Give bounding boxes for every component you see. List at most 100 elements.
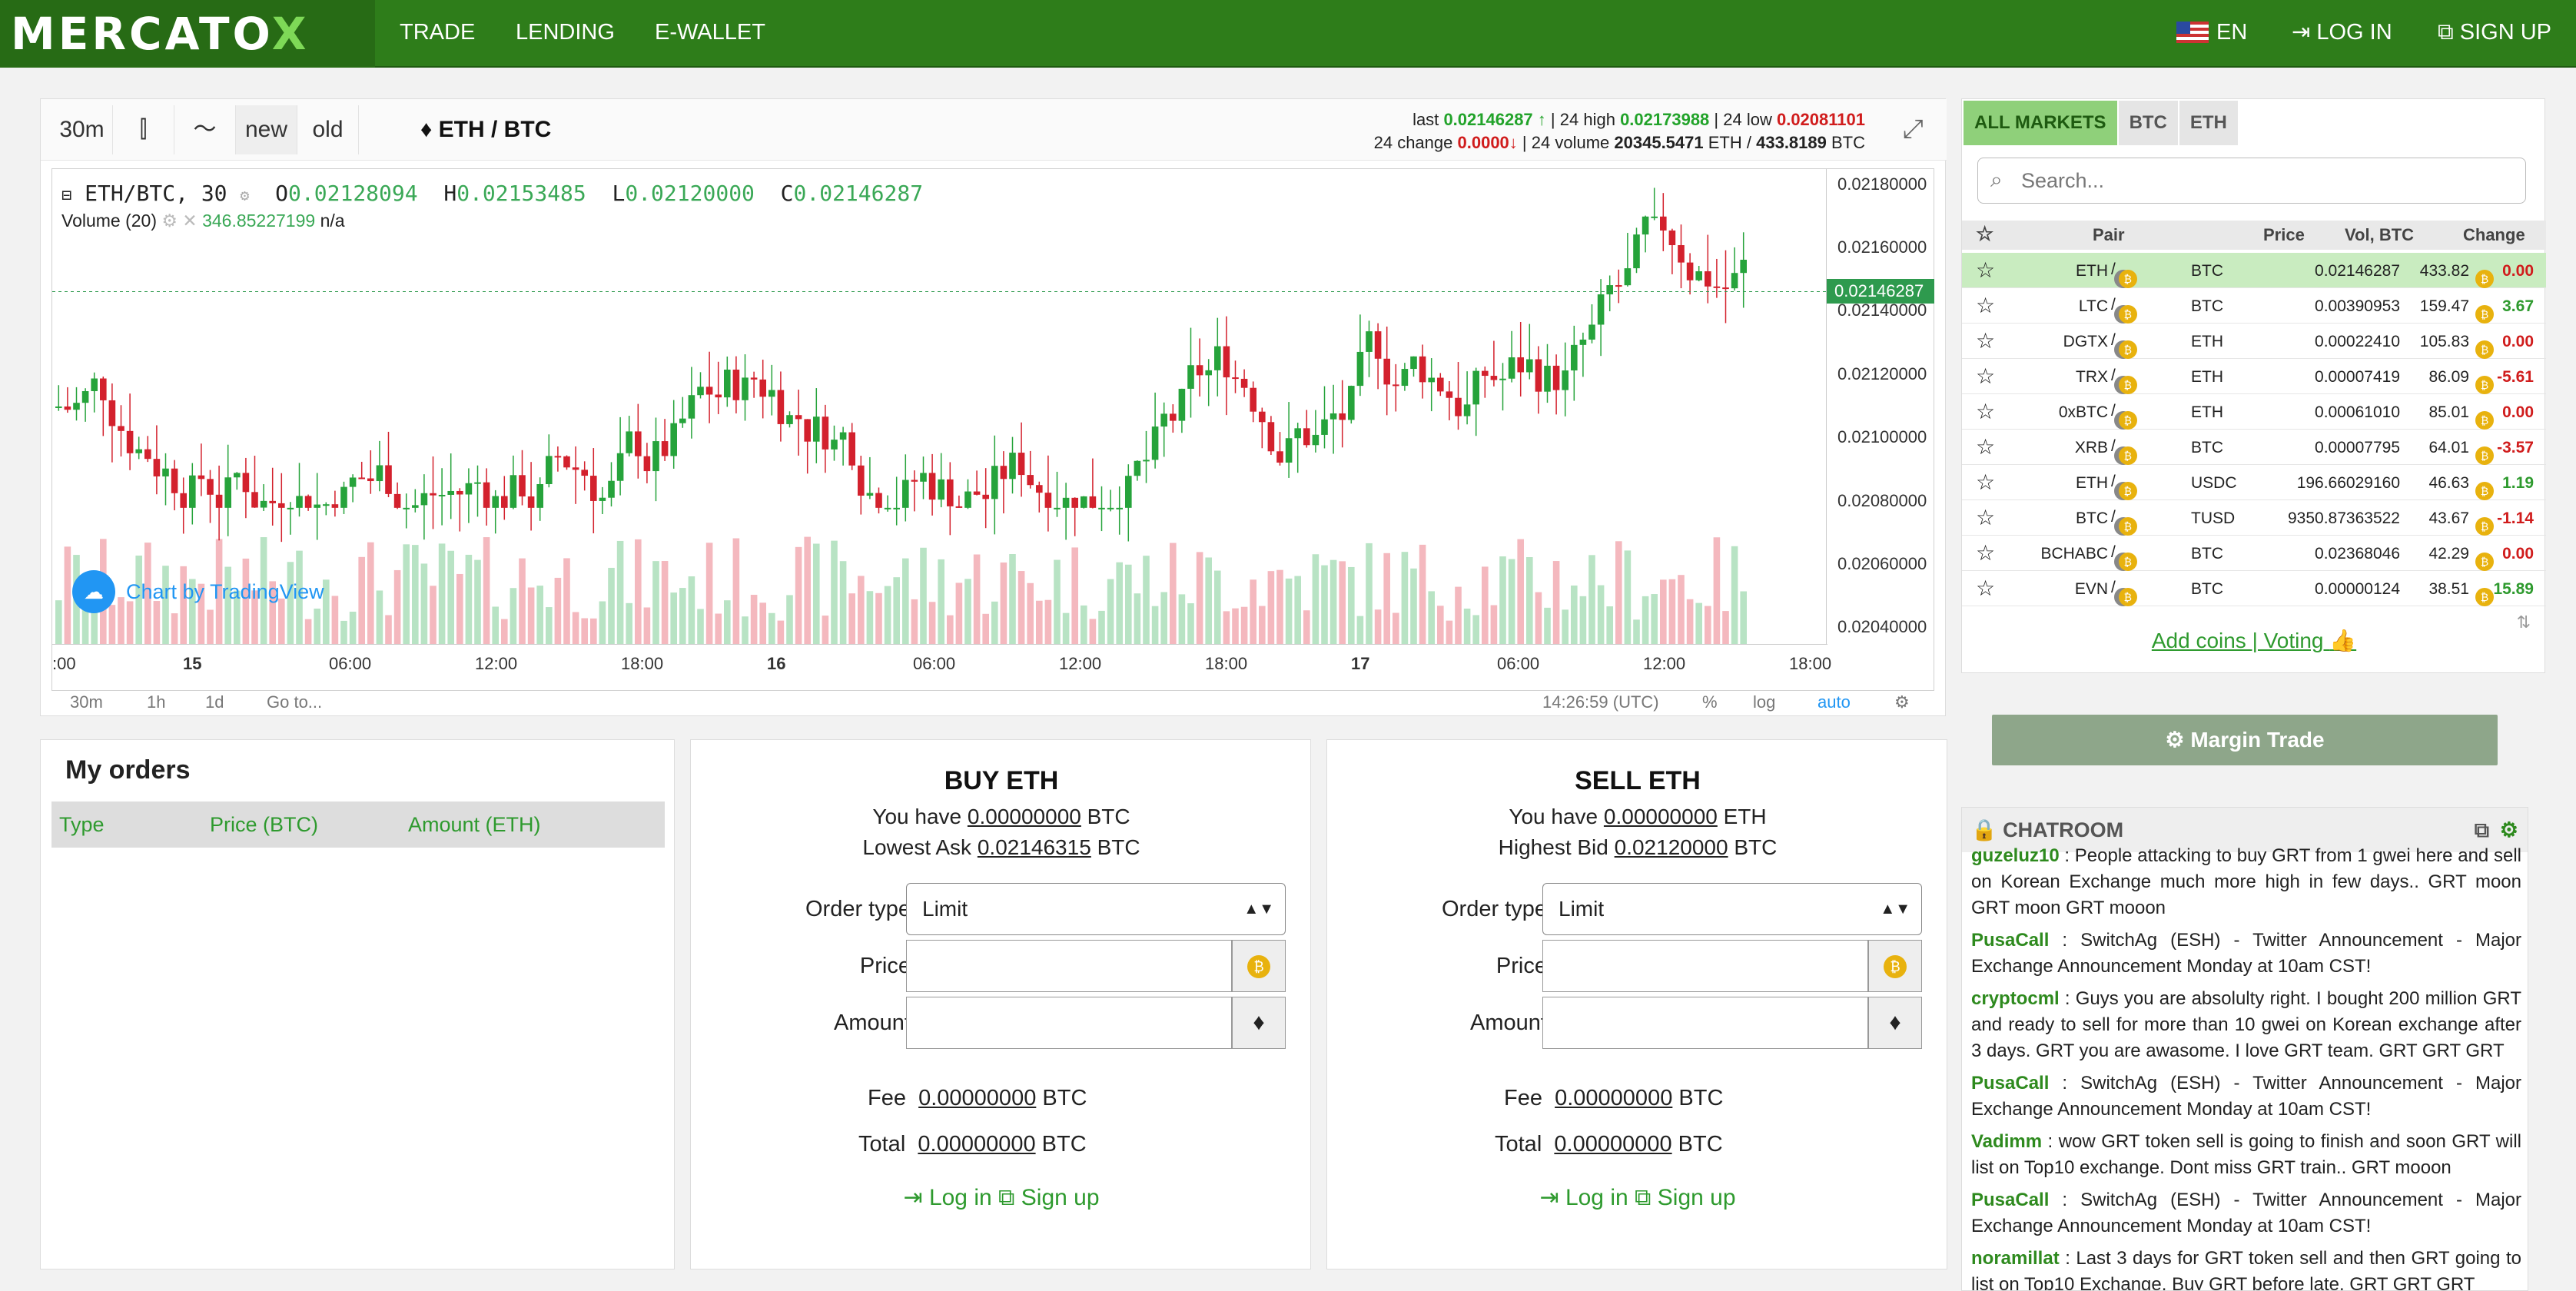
favorites-star-icon[interactable]: ☆ — [1976, 222, 1994, 245]
settings-icon[interactable]: ⚙ — [240, 186, 250, 204]
favorite-star-icon[interactable]: ☆ — [1976, 294, 1996, 317]
chat-username[interactable]: Vadimm — [1971, 1131, 2043, 1152]
buy-login-link[interactable]: ⇥ Log in — [903, 1185, 992, 1210]
log-toggle[interactable]: log — [1753, 692, 1776, 712]
buy-have-value[interactable]: 0.00000000 — [967, 805, 1081, 828]
buy-total-label: Total — [858, 1132, 906, 1157]
candle-body — [1081, 496, 1087, 508]
candle-body — [73, 403, 80, 410]
market-search-input[interactable]: ⌕ Search... — [1977, 158, 2526, 204]
favorite-star-icon[interactable]: ☆ — [1976, 258, 1996, 282]
volume-settings-icon[interactable]: ⚙ ✕ — [161, 211, 198, 231]
header-price[interactable]: Price — [2263, 225, 2305, 244]
buy-order-type-select[interactable]: Limit ▲▼ — [906, 883, 1286, 935]
favorite-star-icon[interactable]: ☆ — [1976, 435, 1996, 459]
chat-username[interactable]: PusaCall — [1971, 930, 2050, 951]
favorite-star-icon[interactable]: ☆ — [1976, 329, 1996, 353]
volume-bar — [786, 595, 793, 644]
chat-username[interactable]: PusaCall — [1971, 1190, 2050, 1210]
header-vol[interactable]: Vol, BTC — [2345, 225, 2415, 244]
add-coins-label: Add coins | Voting — [2151, 629, 2324, 652]
lowest-ask-value[interactable]: 0.02146315 — [977, 835, 1091, 859]
sell-signup-link[interactable]: ⧉ Sign up — [1635, 1185, 1736, 1210]
buy-signup-link[interactable]: ⧉ Sign up — [998, 1185, 1100, 1210]
chat-settings-icon[interactable]: ⚙ — [2499, 818, 2518, 841]
margin-trade-button[interactable]: ⚙ Margin Trade — [1992, 715, 2498, 765]
favorite-star-icon[interactable]: ☆ — [1976, 506, 1996, 529]
login-link[interactable]: ⇥ LOG IN — [2292, 17, 2392, 48]
popout-icon[interactable]: ⧉ — [2474, 818, 2489, 841]
candle-body — [1187, 365, 1194, 389]
bitcoin-icon: ₿ — [1247, 955, 1270, 979]
price-axis[interactable]: 0.02180000 0.02160000 0.02140000 0.02120000… — [1826, 169, 1934, 644]
line-chart-icon[interactable]: 〜 — [174, 105, 236, 154]
tradingview-badge[interactable]: ☁ Chart by TradingView — [72, 569, 324, 615]
tab-all-markets[interactable]: ALL MARKETS — [1964, 101, 2117, 145]
add-coins-link[interactable]: Add coins | Voting 👍 — [1962, 628, 2546, 653]
nav-trade[interactable]: TRADE — [400, 20, 476, 45]
sort-icon[interactable]: ⇅ — [2516, 612, 2531, 632]
candle-body — [358, 477, 365, 480]
chart-new-button[interactable]: new — [236, 105, 297, 154]
collapse-icon[interactable]: ⊟ — [61, 186, 72, 205]
signup-link[interactable]: ⧉ SIGN UP — [2438, 17, 2551, 48]
sell-login-link[interactable]: ⇥ Log in — [1539, 1185, 1628, 1210]
range-30m[interactable]: 30m — [70, 692, 103, 712]
candle-body — [1160, 413, 1167, 427]
chart-old-button[interactable]: old — [297, 105, 359, 154]
logo-x: X — [271, 8, 310, 60]
tab-eth[interactable]: ETH — [2179, 101, 2238, 145]
candle-body — [920, 473, 927, 482]
favorite-star-icon[interactable]: ☆ — [1976, 576, 1996, 600]
percent-toggle[interactable]: % — [1702, 692, 1718, 712]
tab-btc[interactable]: BTC — [2118, 101, 2178, 145]
favorite-star-icon[interactable]: ☆ — [1976, 541, 1996, 565]
sell-order-type-select[interactable]: Limit ▲▼ — [1542, 883, 1922, 935]
highest-bid-value[interactable]: 0.02120000 — [1614, 835, 1728, 859]
market-volume: 433.82 — [2419, 262, 2469, 280]
candle-body — [260, 500, 267, 508]
nav-ewallet[interactable]: E-WALLET — [655, 20, 765, 45]
chat-username[interactable]: noramillat — [1971, 1248, 2060, 1269]
sell-amount-input[interactable] — [1542, 997, 1868, 1049]
nav-lending[interactable]: LENDING — [516, 20, 615, 45]
sell-have-value[interactable]: 0.00000000 — [1603, 805, 1718, 828]
header-pair[interactable]: Pair — [2093, 225, 2125, 244]
fullscreen-icon[interactable]: ⤢ — [1902, 114, 1924, 144]
chat-username[interactable]: PusaCall — [1971, 1073, 2050, 1094]
header-change[interactable]: Change — [2463, 225, 2525, 244]
candle-body — [839, 432, 847, 440]
time-axis[interactable]: :00 15 06:00 12:00 18:00 16 06:00 12:00 18:00 17 0… — [52, 644, 1831, 690]
candlestick-chart[interactable]: ⊟ ETH/BTC, 30 ⚙ O0.02128094 H0.02153485 … — [51, 168, 1934, 691]
candles-icon[interactable]: ⫿ — [113, 105, 174, 154]
favorite-star-icon[interactable]: ☆ — [1976, 400, 1996, 423]
sell-price-input[interactable] — [1542, 940, 1868, 992]
candle-body — [1544, 365, 1551, 392]
chat-username[interactable]: guzeluz10 — [1971, 845, 2060, 866]
time-tick: 17 — [1351, 654, 1370, 673]
favorite-star-icon[interactable]: ☆ — [1976, 470, 1996, 494]
range-1h[interactable]: 1h — [147, 692, 166, 712]
buy-price-input[interactable] — [906, 940, 1232, 992]
chat-username[interactable]: cryptocml — [1971, 988, 2060, 1009]
mercatox-logo[interactable]: MERCATOX — [11, 9, 309, 58]
range-1d[interactable]: 1d — [205, 692, 224, 712]
interval-button[interactable]: 30m — [51, 105, 113, 154]
buy-amount-input[interactable] — [906, 997, 1232, 1049]
auto-toggle[interactable]: auto — [1817, 692, 1851, 712]
language-selector[interactable]: EN — [2176, 17, 2247, 48]
favorite-star-icon[interactable]: ☆ — [1976, 364, 1996, 388]
chart-settings-icon[interactable]: ⚙ — [1894, 692, 1910, 712]
goto-button[interactable]: Go to... — [267, 692, 323, 712]
candle-body — [1446, 391, 1453, 398]
